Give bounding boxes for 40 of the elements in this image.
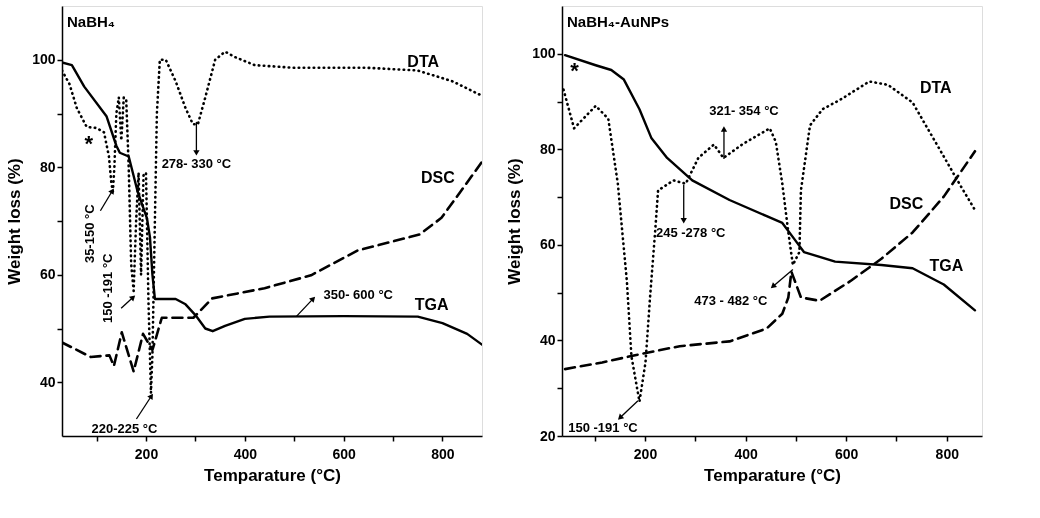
x-tick-label: 600 <box>835 445 859 462</box>
chart-title: NaBH₄-AuNPs <box>567 13 670 30</box>
chart-title: NaBH₄ <box>67 13 115 30</box>
y-tick-label: 80 <box>539 140 556 157</box>
series-label: DSC <box>889 194 924 212</box>
annotation: 150 -191 °C <box>100 252 116 324</box>
annotation: 321- 354 °C <box>709 102 780 118</box>
x-tick-label: 400 <box>734 445 758 462</box>
series-label: DTA <box>407 52 440 70</box>
x-tick-label: 200 <box>633 445 658 462</box>
x-axis-title: Temparature (°C) <box>704 465 841 485</box>
annotation: 350- 600 °C <box>323 286 394 302</box>
x-tick-label: 200 <box>134 445 159 462</box>
x-tick-label: 600 <box>332 445 357 462</box>
x-tick-label: 800 <box>935 445 960 462</box>
x-axis-title: Temparature (°C) <box>204 465 341 485</box>
annotation: 245 -278 °C <box>655 224 727 240</box>
series-label: DTA <box>919 78 953 96</box>
y-tick-label: 20 <box>539 427 556 444</box>
annotation: 220-225 °C <box>91 421 158 436</box>
x-tick-label: 800 <box>431 445 455 462</box>
x-tick-label: 400 <box>233 445 258 462</box>
series-label: TGA <box>929 257 964 275</box>
y-axis-title: Weight loss (%) <box>505 158 525 285</box>
y-tick-label: 60 <box>39 266 56 283</box>
y-tick-label: 100 <box>32 51 56 68</box>
y-axis-title: Weight loss (%) <box>5 158 25 285</box>
annotation: 150 -191 °C <box>568 419 639 435</box>
y-tick-label: 60 <box>539 236 556 253</box>
y-tick-label: 40 <box>39 373 56 390</box>
annotation: 35-150 °C <box>82 203 98 264</box>
y-tick-label: 100 <box>532 45 556 62</box>
y-tick-label: 40 <box>539 331 556 348</box>
y-tick-label: 80 <box>39 158 56 175</box>
series-label: TGA <box>414 295 449 313</box>
annotation: 473 - 482 °C <box>694 293 769 309</box>
series-label: DSC <box>421 169 456 186</box>
annotation: * <box>570 57 580 83</box>
annotation: 278- 330 °C <box>161 155 232 171</box>
annotation: * <box>84 130 94 156</box>
